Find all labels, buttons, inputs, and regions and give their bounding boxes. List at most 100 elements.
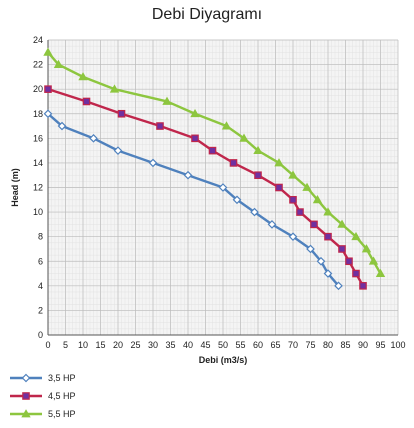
data-point	[302, 182, 312, 191]
series-3	[43, 47, 386, 277]
data-point	[310, 220, 318, 229]
data-point	[148, 158, 158, 168]
data-point	[218, 183, 228, 192]
data-point	[312, 194, 323, 204]
data-point	[156, 122, 164, 130]
x-tick-label: 85	[340, 340, 350, 350]
data-point	[351, 231, 361, 241]
x-tick-label: 15	[95, 340, 105, 350]
data-point	[375, 268, 386, 277]
data-point	[57, 121, 67, 131]
x-axis-label: Debi (m3/s)	[199, 355, 248, 365]
data-point	[288, 232, 298, 242]
y-tick-label: 2	[38, 305, 43, 315]
data-point	[78, 72, 88, 81]
legend-item: 3,5 HP	[10, 373, 76, 383]
data-point	[316, 256, 326, 266]
data-point	[275, 183, 283, 192]
x-tick-label: 0	[45, 340, 50, 350]
x-tick-label: 20	[113, 340, 123, 350]
data-point	[113, 146, 123, 155]
data-point	[253, 145, 263, 155]
x-tick-label: 25	[130, 340, 140, 350]
data-point	[352, 269, 360, 278]
data-point	[109, 84, 120, 93]
data-point	[208, 146, 217, 155]
data-point	[190, 108, 200, 118]
series-layer	[43, 47, 386, 291]
data-point	[323, 269, 333, 278]
data-point	[361, 244, 372, 253]
series-2	[44, 85, 367, 290]
data-point	[274, 158, 284, 167]
data-point	[288, 170, 298, 179]
y-tick-label: 16	[33, 133, 43, 143]
y-tick-label: 18	[33, 109, 43, 119]
legend-label: 4,5 HP	[48, 391, 76, 401]
data-point	[324, 232, 332, 241]
y-axis-label: Head (m)	[10, 168, 20, 207]
series-1	[43, 109, 343, 291]
data-point	[221, 121, 232, 130]
x-tick-label: 100	[390, 340, 405, 350]
legend-label: 5,5 HP	[48, 409, 76, 419]
x-tick-label: 60	[253, 340, 263, 350]
data-point	[117, 109, 126, 118]
x-tick-label: 35	[165, 340, 175, 350]
y-tick-label: 20	[33, 84, 43, 94]
y-tick-label: 12	[33, 183, 43, 193]
data-point	[338, 245, 346, 253]
x-tick-label: 65	[270, 340, 280, 350]
data-point	[43, 47, 53, 56]
y-tick-label: 6	[38, 256, 43, 266]
data-point	[368, 256, 379, 265]
data-point	[44, 85, 52, 93]
data-point	[323, 207, 333, 216]
y-tick-label: 4	[38, 281, 43, 291]
y-tick-label: 8	[38, 232, 43, 242]
data-point	[239, 133, 249, 142]
y-tick-label: 22	[33, 60, 43, 70]
data-point	[229, 159, 238, 167]
data-point	[43, 109, 53, 119]
data-point	[250, 207, 259, 217]
x-tick-label: 80	[323, 340, 333, 350]
x-tick-label: 75	[305, 340, 315, 350]
x-tick-label: 95	[375, 340, 385, 350]
data-point	[296, 208, 304, 216]
x-tick-label: 30	[148, 340, 158, 350]
legend: 3,5 HP 4,5 HP 5,5 HP	[10, 373, 76, 419]
x-tick-label: 10	[78, 340, 88, 350]
legend-item: 4,5 HP	[10, 391, 76, 401]
y-tick-label: 24	[33, 35, 43, 45]
legend-label: 3,5 HP	[48, 373, 76, 383]
data-point	[334, 281, 343, 291]
x-tick-label: 50	[218, 340, 228, 350]
data-point	[183, 170, 193, 180]
data-point	[267, 220, 277, 229]
data-point	[289, 195, 297, 204]
x-tick-label: 55	[235, 340, 245, 350]
data-point	[191, 134, 199, 143]
data-point	[337, 219, 347, 228]
data-point	[82, 97, 91, 106]
x-tick-label: 45	[200, 340, 210, 350]
legend-marker	[21, 409, 31, 418]
x-tick-label: 70	[288, 340, 298, 350]
data-point	[359, 282, 367, 290]
y-tick-label: 10	[33, 207, 43, 217]
legend-marker	[21, 373, 31, 383]
x-tick-label: 90	[358, 340, 368, 350]
data-point	[53, 59, 64, 68]
tick-labels: 0 5 10 15 20 25 30 35 40 45 50 55 60 65 70 75 80 85 90 95 10…	[33, 35, 406, 350]
data-point	[162, 96, 172, 105]
data-point	[232, 195, 242, 205]
y-tick-label: 14	[33, 158, 43, 168]
y-tick-label: 0	[38, 330, 43, 340]
x-tick-label: 40	[183, 340, 193, 350]
data-point	[254, 171, 262, 180]
chart-title: Debi Diyagramı	[151, 6, 263, 23]
data-point	[306, 244, 315, 254]
legend-marker	[22, 392, 30, 400]
